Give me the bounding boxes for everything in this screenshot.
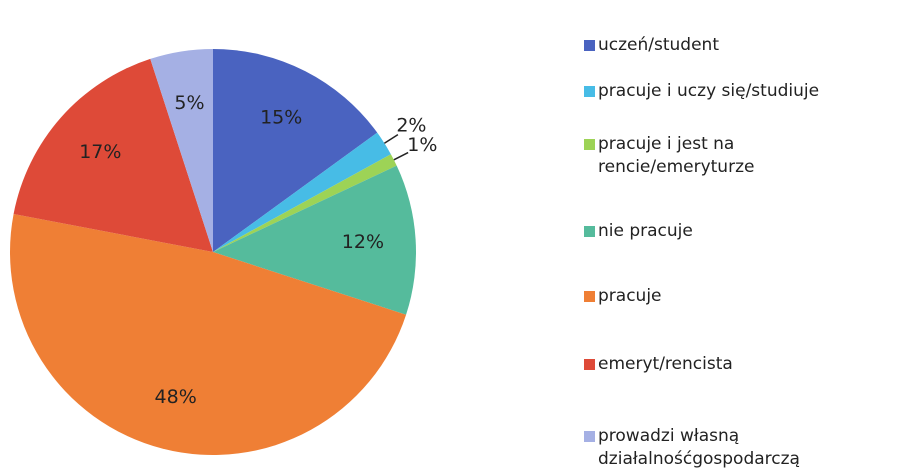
- pie-slice: [213, 49, 378, 252]
- data-label: 15%: [260, 107, 302, 129]
- data-label: 5%: [174, 92, 204, 114]
- legend-label: uczeń/student: [598, 35, 719, 55]
- legend-label: pracuje: [598, 286, 662, 306]
- data-label: 2%: [396, 115, 426, 137]
- legend-swatch: [584, 139, 595, 150]
- legend-swatch: [584, 291, 595, 302]
- legend-item: pracuje i uczy się/studiuje: [584, 80, 819, 103]
- legend-swatch: [584, 359, 595, 370]
- legend-swatch: [584, 40, 595, 51]
- leader-line: [383, 134, 399, 144]
- data-label: 17%: [79, 141, 121, 163]
- pie-slice: [213, 165, 417, 315]
- legend-item: pracuje: [584, 285, 662, 308]
- pie-slice: [213, 132, 391, 252]
- legend-label: pracuje i uczy się/studiuje: [598, 81, 820, 101]
- legend-label: emeryt/rencista: [598, 354, 733, 374]
- pie-slice: [9, 213, 407, 456]
- legend-item: prowadzi własną działalnośćgospodarczą: [584, 425, 800, 471]
- leader-line: [393, 151, 409, 161]
- legend-swatch: [584, 431, 595, 442]
- legend-item: nie pracuje: [584, 220, 693, 243]
- data-label: 1%: [407, 134, 437, 156]
- legend-label: nie pracuje: [598, 221, 693, 241]
- data-label: 12%: [342, 231, 384, 253]
- pie-slice: [213, 154, 397, 252]
- legend-item: pracuje i jest na rencie/emeryturze: [584, 133, 754, 179]
- pie-slice: [150, 49, 213, 252]
- pie-slice: [13, 58, 213, 252]
- legend-label: prowadzi własną działalnośćgospodarczą: [598, 426, 800, 469]
- legend-swatch: [584, 86, 595, 97]
- legend-swatch: [584, 226, 595, 237]
- legend-item: emeryt/rencista: [584, 353, 733, 376]
- legend-label: pracuje i jest na rencie/emeryturze: [598, 134, 755, 177]
- data-label: 48%: [155, 386, 197, 408]
- legend-item: uczeń/student: [584, 34, 719, 57]
